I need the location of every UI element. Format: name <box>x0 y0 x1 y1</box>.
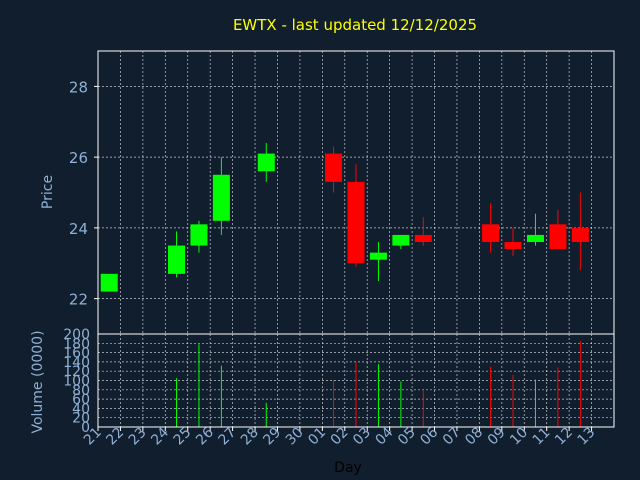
candle <box>212 157 230 235</box>
volume-y-tick-label: 200 <box>63 327 90 343</box>
candle-body <box>549 224 567 250</box>
candlestick-series <box>100 142 589 292</box>
candle-body <box>571 227 589 243</box>
volume-y-tick-label: 100 <box>63 374 90 390</box>
price-panel: 22 24 26 28 Price <box>40 50 615 335</box>
volume-y-tick-label: 40 <box>72 401 90 417</box>
volume-y-axis-label: Volume (0000) <box>30 330 46 433</box>
x-tick-label: 09 <box>485 425 509 449</box>
candle-body <box>414 234 432 243</box>
x-axis-label: Day <box>334 460 362 476</box>
x-tick-label: 02 <box>328 425 352 449</box>
candle <box>190 220 208 253</box>
volume-bar-series <box>176 340 581 427</box>
candle-body <box>526 234 544 243</box>
candle <box>549 210 567 250</box>
candle-body <box>369 252 387 260</box>
x-tick-label: 27 <box>216 425 240 449</box>
chart-title: EWTX - last updated 12/12/2025 <box>233 16 477 34</box>
x-tick-label: 07 <box>440 425 464 449</box>
x-tick-label: 28 <box>238 425 262 449</box>
candle-body <box>504 242 522 250</box>
x-tick-label: 22 <box>103 425 127 449</box>
x-tick-label: 08 <box>462 425 486 449</box>
x-tick-label: 26 <box>193 424 217 448</box>
price-y-tick-label: 24 <box>69 220 88 238</box>
x-tick-label: 06 <box>417 424 441 448</box>
volume-y-tick-label: 60 <box>72 392 90 408</box>
candle <box>571 192 589 271</box>
candle-body <box>168 245 186 274</box>
x-tick-label: 05 <box>395 425 419 449</box>
candle <box>168 231 186 278</box>
volume-y-tick-label: 160 <box>63 346 90 362</box>
volume-y-tick-label: 120 <box>63 364 90 380</box>
x-tick-label: 11 <box>530 425 554 449</box>
candle-body <box>392 234 410 246</box>
candle <box>325 146 343 193</box>
x-tick-label: 23 <box>126 425 150 449</box>
x-tick-label: 04 <box>373 424 397 448</box>
candle-body <box>100 273 118 292</box>
x-tick-label: 25 <box>171 425 195 449</box>
volume-y-tick-label: 80 <box>72 383 90 399</box>
candle <box>526 213 544 246</box>
x-tick-label: 29 <box>260 425 284 449</box>
candle-body <box>347 181 365 264</box>
candle <box>392 234 410 250</box>
day-x-ticks: 2122232425262728293001020304050607080910… <box>81 424 598 448</box>
x-tick-label: 30 <box>283 425 307 449</box>
candle <box>369 242 387 281</box>
x-tick-label: 03 <box>350 425 374 449</box>
volume-y-tick-label: 20 <box>72 411 90 427</box>
volume-y-tick-label: 0 <box>81 420 90 436</box>
volume-plot-frame <box>97 333 615 428</box>
candle <box>347 164 365 267</box>
price-y-axis-label: Price <box>40 175 56 209</box>
price-y-ticks: 22 24 26 28 <box>69 78 98 309</box>
candle-body <box>190 224 208 246</box>
candle-body <box>325 153 343 182</box>
x-tick-label: 12 <box>552 425 576 449</box>
x-tick-label: 01 <box>305 425 329 449</box>
volume-y-tick-label: 180 <box>63 336 90 352</box>
candle <box>504 227 522 257</box>
candle-body <box>482 224 500 243</box>
x-tick-label: 24 <box>148 424 172 448</box>
x-tick-label: 13 <box>574 425 598 449</box>
price-y-tick-label: 26 <box>69 149 88 167</box>
price-grid <box>98 51 614 334</box>
candle <box>100 273 118 292</box>
x-tick-label: 10 <box>507 425 531 449</box>
candle <box>482 203 500 253</box>
candle <box>257 142 275 182</box>
price-y-tick-label: 22 <box>69 291 88 309</box>
candle-body <box>212 174 230 221</box>
candle-body <box>257 153 275 172</box>
candle <box>414 217 432 246</box>
volume-y-tick-label: 140 <box>63 355 90 371</box>
price-y-tick-label: 28 <box>69 78 88 96</box>
